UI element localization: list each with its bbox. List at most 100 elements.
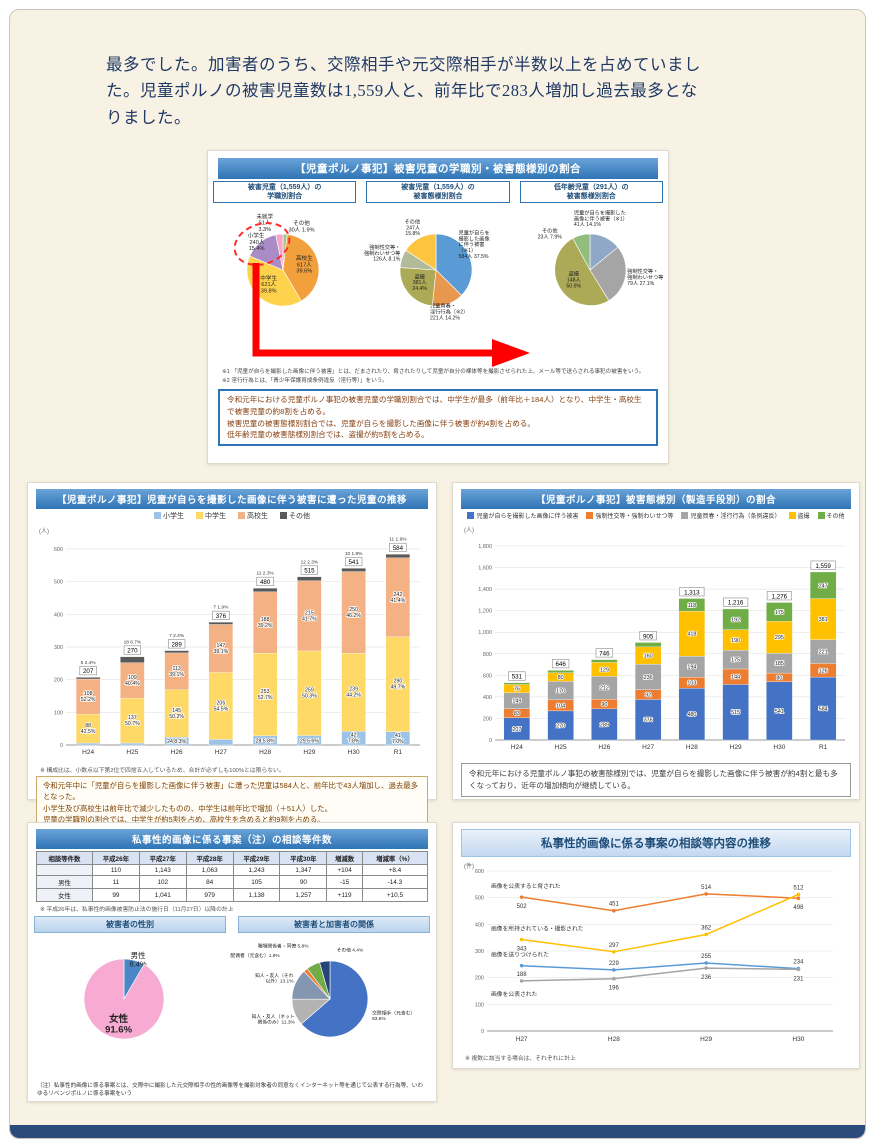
segment-pct: 42.5% (81, 729, 96, 735)
pie-label-line: 女性 (109, 1013, 129, 1025)
total-box (300, 565, 319, 575)
segment-pct: 52.7% (258, 695, 273, 701)
consultations-table: 相談等件数 平成26年 平成27年 平成28年 平成29年 平成30年 増減数 増減率（%） 1… (36, 851, 429, 902)
y-tick-label: 200 (54, 678, 63, 684)
pie-slice (319, 960, 331, 1000)
bar-segment (634, 699, 662, 741)
pie-label-line: 621人 (261, 281, 276, 288)
legend-swatch (817, 512, 825, 519)
total-label: 1,276 (772, 593, 788, 600)
segment-label: 381 (819, 617, 828, 623)
segment-label: 515 (731, 710, 740, 716)
segment-pct: 41.4% (391, 598, 406, 604)
top-segment-label: 7 2.4% (169, 633, 185, 639)
segment-pct: 39.1% (214, 649, 229, 655)
table-cell: -14.3 (361, 875, 429, 889)
pie-label-line: 3.3% (258, 227, 271, 233)
pie-label-line: 126人 8.1% (374, 256, 401, 263)
segment-label: 88 42.5% (81, 723, 96, 735)
total-box (508, 671, 526, 681)
bar-segment (547, 710, 574, 741)
pie-victimtype-header: 被害児童（1,559人）の 被害態様別割合 (366, 181, 510, 204)
pie-label-line: 23人 7.9% (537, 234, 562, 241)
pie-label: 配偶者（元含む）1.8% (230, 952, 280, 959)
total-box (723, 597, 749, 607)
definition-note: （注）私事性的画像に係る事案とは、交際中に撮影した元交際相手の性的画像等を撮影対… (37, 1082, 423, 1097)
data-point (612, 950, 616, 954)
selfie-trend-legend: 小学生 中学生 高校生 その他 (28, 511, 436, 521)
segment-pct: 52.2% (81, 697, 96, 703)
segment-label: 221 (819, 650, 828, 656)
table-cell: 102 (138, 875, 187, 889)
pie-school-header: 被害児童（1,559人）の 学職別割合 (213, 181, 357, 204)
pie-label-line: 240人 (250, 239, 265, 246)
segment-label: 215 41.7% (302, 610, 317, 622)
segment-label: 250 46.2% (346, 607, 361, 619)
segment-pct: 50.7% (125, 721, 140, 727)
consult-trend-chart: 0 100 200 300 400 500 600 (件) H27 H28 H29 H30 502 451… (453, 859, 859, 1052)
segment-label: 104 (556, 703, 565, 709)
legend-swatch (467, 512, 475, 519)
point-label: 196 (609, 986, 620, 992)
count-note: ※ 複数に該当する場合は、それぞれに計上 (465, 1056, 576, 1062)
segment-label: 42 7.8% (348, 733, 360, 745)
segment-label: 192 (731, 617, 740, 623)
pie-label-line: 63.6% (372, 1016, 386, 1022)
pie-chart-pie_relation: 交際相手（元含む） 63.6% 知人・友人（ネット関係のみ）11.3% 知人・友人（そ… (230, 942, 415, 1038)
consult-trend-title: 私事性的画像に係る事案の相談等内容の推移 (461, 829, 851, 857)
pie-label-line: 盗撮 (415, 273, 426, 281)
red-arrow-line (252, 263, 494, 357)
segment-label: 185 (775, 661, 784, 667)
data-point (796, 892, 801, 897)
segment-label: 145 50.2% (169, 708, 184, 720)
pie-slice (589, 246, 626, 302)
x-tick-label: H29 (700, 1036, 712, 1043)
segment-label: 80 (558, 675, 564, 681)
table-header-cell: 平成30年 (279, 851, 328, 865)
pie-label-line: 交際相手（元含む） (372, 1010, 415, 1017)
pie-label-line: 盗撮 (568, 270, 579, 278)
segment-label: 29 5.6% (300, 738, 319, 744)
table-cell: 1,041 (138, 888, 187, 902)
pie-slice (275, 233, 284, 271)
x-tick-label: H27 (642, 744, 654, 751)
bar-segment (297, 580, 322, 652)
segment-pct: 44.2% (346, 693, 361, 699)
total-label: 541 (348, 559, 359, 566)
pie-label: 小学生 240人 15.4% (248, 232, 265, 253)
point-label: 234 (793, 960, 804, 966)
bar-segment (297, 650, 322, 736)
victimtype-trend-legend: 児童が自らを撮影した画像に伴う被害 強制性交等・強制わいせつ等 児童買春・淫行行為（… (453, 511, 859, 520)
y-tick-label: 0 (60, 743, 63, 749)
segment-label: 28 5.8% (256, 738, 275, 744)
red-arrow-head (492, 339, 530, 367)
pie-label-line: その他 4.4% (337, 946, 364, 953)
segment-value: 145 (172, 708, 181, 714)
pie-label: 中学生 621人 39.8% (260, 274, 277, 295)
pie-label-line: 児童が自らを撮影した (574, 209, 626, 217)
pie-label: 児童買春・淫行行為（※2） 221人 14.2% (430, 302, 468, 322)
segment-label: 129 (600, 667, 609, 673)
x-tick-label: H30 (773, 744, 785, 751)
table-header-cell: 相談等件数 (36, 851, 93, 865)
pie-label-line: 24.4% (413, 286, 428, 292)
series-label: 画像を公表すると脅された (491, 882, 561, 890)
revenge-porn-panel: 私事性的画像に係る事案（注）の相談等件数 相談等件数 平成26年 平成27年 平成28… (27, 822, 437, 1102)
pie-label: その他 4.4% (337, 946, 364, 953)
pie-header-line: 学職別割合 (267, 193, 303, 201)
total-box (344, 556, 363, 567)
pie-label-line: 撮影した画像 (459, 235, 491, 243)
bar-segment (208, 739, 234, 746)
pie-lowage-chart: 児童が自らを撮影した画像に伴う被害（※1） 41人 14.1% 強制性交等・強制わい… (515, 204, 668, 354)
segment-label: 80 (776, 675, 782, 681)
summary-line: 令和元年中に「児童が自らを撮影した画像に伴う被害」に遭った児童は584人と、前年… (43, 781, 419, 802)
top-segment-label: 5 2.4% (81, 660, 97, 666)
selfie-trend-panel: 【児童ポルノ事犯】児童が自らを撮影した画像に伴う被害に遭った児童の推移 小学生 中… (27, 482, 437, 830)
y-tick-label: 400 (475, 922, 484, 928)
pie-label-line: その他 (293, 219, 310, 227)
segment-label: 239 44.2% (346, 687, 361, 699)
legend-item: 中学生 (196, 511, 226, 521)
table-cell: +10.5 (361, 888, 429, 902)
bar-segment (766, 681, 793, 741)
pie-label-line: 小学生 (248, 232, 265, 240)
